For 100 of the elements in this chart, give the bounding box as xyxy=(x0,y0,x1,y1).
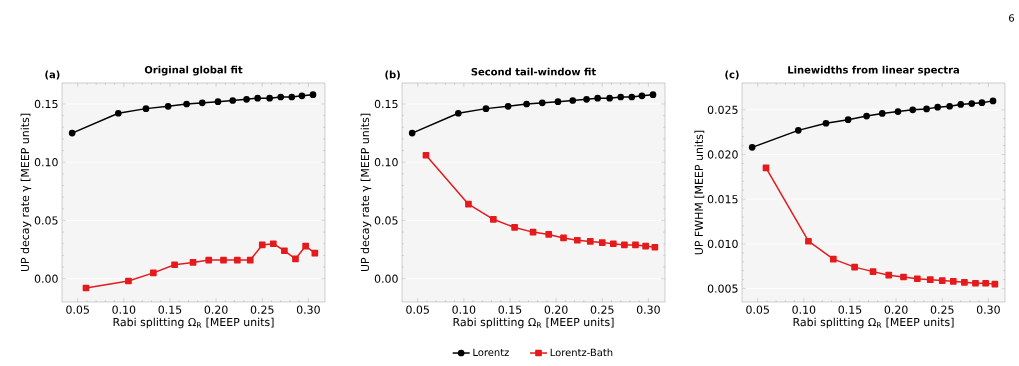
y-tick-label: 0.005 xyxy=(707,284,738,293)
point xyxy=(258,241,266,249)
y-tick-label: 0.10 xyxy=(34,158,58,167)
x-tick-label: 0.10 xyxy=(452,305,476,314)
point xyxy=(309,91,317,98)
point xyxy=(989,97,997,105)
x-tick-label: 0.15 xyxy=(838,305,862,314)
point xyxy=(298,92,306,100)
point xyxy=(851,263,858,271)
point xyxy=(606,94,613,102)
point xyxy=(266,94,273,102)
x-tick-label: 0.25 xyxy=(930,305,954,314)
point xyxy=(234,256,241,264)
x-tick-label: 0.25 xyxy=(590,305,614,314)
point xyxy=(220,256,227,264)
text: 6 xyxy=(1009,14,1015,22)
y-tick-label: 0.05 xyxy=(34,216,58,225)
point xyxy=(926,276,934,283)
point xyxy=(246,256,254,264)
point xyxy=(183,100,190,108)
point xyxy=(598,239,606,246)
point xyxy=(934,103,941,111)
point xyxy=(586,238,594,245)
point xyxy=(454,109,462,117)
point xyxy=(243,95,250,103)
chart-title: Original global fit xyxy=(144,65,243,76)
text: (b) xyxy=(385,70,400,80)
x-tick-label: 0.10 xyxy=(112,305,136,314)
x-tick-label: 0.30 xyxy=(636,305,660,314)
point xyxy=(978,99,986,106)
point xyxy=(946,102,953,110)
point xyxy=(621,241,628,249)
point xyxy=(511,224,518,231)
x-axis-title: Rabi splitting Ω$_{R}$ [MEEP units] xyxy=(453,317,614,329)
point xyxy=(844,116,852,123)
x-tick-label: 0.30 xyxy=(296,305,320,314)
point xyxy=(805,237,812,245)
point xyxy=(878,110,886,117)
point xyxy=(288,93,296,101)
text: (c) xyxy=(725,70,739,80)
point xyxy=(68,129,76,137)
point xyxy=(885,271,893,279)
x-tick-label: 0.25 xyxy=(250,305,274,314)
y-tick-label: 0.020 xyxy=(707,150,738,159)
point xyxy=(569,97,577,104)
point xyxy=(583,95,590,103)
point xyxy=(205,256,213,264)
point xyxy=(125,277,132,285)
point xyxy=(292,255,299,263)
point xyxy=(642,242,649,250)
x-axis-title: Rabi splitting Ω$_{R}$ [MEEP units] xyxy=(113,317,274,329)
point xyxy=(277,93,285,101)
point xyxy=(465,200,472,208)
y-axis-title: UP decay rate γ [MEEP units] xyxy=(360,113,372,272)
point xyxy=(164,102,172,110)
y-tick-label: 0.00 xyxy=(34,274,58,283)
y-tick-label: 0.00 xyxy=(374,274,398,283)
point xyxy=(422,151,430,159)
point xyxy=(229,97,237,104)
chart-title: Linewidths from linear spectra xyxy=(788,65,959,76)
point xyxy=(504,102,512,110)
point xyxy=(638,92,646,100)
point xyxy=(900,273,907,281)
point xyxy=(490,215,497,223)
point xyxy=(822,119,830,127)
point xyxy=(482,105,490,112)
point xyxy=(609,240,617,248)
point xyxy=(957,101,965,108)
text: (a) xyxy=(45,70,60,80)
y-tick-label: 0.025 xyxy=(707,105,738,114)
point xyxy=(617,93,625,101)
point xyxy=(114,109,122,117)
x-tick-label: 0.05 xyxy=(66,305,89,314)
point xyxy=(794,127,802,134)
point xyxy=(523,100,530,108)
point xyxy=(189,259,197,266)
point xyxy=(574,236,581,244)
point xyxy=(982,279,989,287)
point xyxy=(632,241,639,249)
point xyxy=(830,255,837,263)
point xyxy=(894,108,902,115)
x-tick-label: 0.15 xyxy=(498,305,522,314)
point xyxy=(142,105,150,112)
x-tick-label: 0.30 xyxy=(976,305,1000,314)
x-tick-label: 0.05 xyxy=(746,305,769,314)
chart-title: Second tail-window fit xyxy=(471,67,596,76)
point xyxy=(914,275,921,283)
x-axis-title: Rabi splitting Ω$_{R}$ [MEEP units] xyxy=(793,317,954,329)
y-tick-label: 0.15 xyxy=(34,99,58,109)
point xyxy=(938,277,946,284)
point xyxy=(408,129,416,137)
point xyxy=(171,261,178,269)
x-tick-label: 0.20 xyxy=(884,305,908,314)
point xyxy=(254,94,261,102)
point xyxy=(972,279,979,287)
point xyxy=(950,278,957,285)
y-tick-label: 0.015 xyxy=(707,195,738,204)
point xyxy=(281,247,288,255)
legend-label: Lorentz xyxy=(473,348,509,357)
point xyxy=(651,243,659,251)
